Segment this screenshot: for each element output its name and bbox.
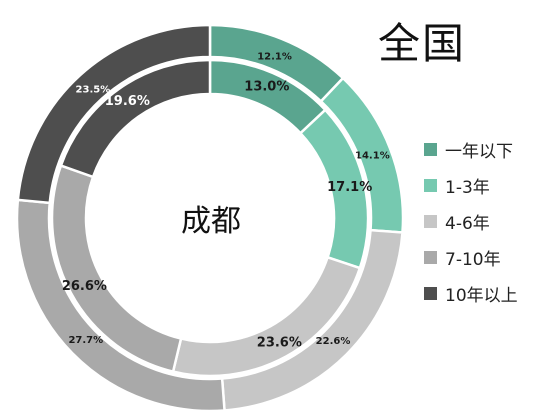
outer-ring-label-4-6-years: 22.6% [316, 336, 351, 347]
legend-item-under-1-year: 一年以下 [424, 131, 518, 167]
legend-label: 10年以上 [445, 285, 518, 306]
center-label: 成都 [181, 204, 241, 239]
legend-label: 一年以下 [445, 141, 513, 162]
legend-swatch [424, 286, 437, 300]
inner-ring-label-1-3-years: 17.1% [327, 180, 372, 195]
legend-label: 1-3年 [445, 177, 490, 198]
chart-title: 全国 [378, 19, 467, 68]
outer-ring-label-1-3-years: 14.1% [355, 150, 390, 161]
legend-item-4-6-years: 4-6年 [424, 203, 518, 239]
legend-swatch [424, 214, 437, 228]
inner-ring-slice-over-10-years [59, 58, 212, 179]
legend-swatch [424, 178, 437, 192]
legend: 一年以下 1-3年 4-6年 7-10年 10年以上 [424, 131, 518, 311]
legend-item-1-3-years: 1-3年 [424, 167, 518, 203]
outer-ring-label-7-10-years: 27.7% [68, 335, 103, 346]
inner-ring-label-over-10-years: 19.6% [105, 94, 150, 109]
legend-item-7-10-years: 7-10年 [424, 239, 518, 275]
legend-item-over-10-years: 10年以上 [424, 275, 518, 311]
legend-swatch [424, 142, 437, 156]
outer-ring-label-over-10-years: 23.5% [76, 84, 111, 95]
outer-ring-slice-over-10-years [16, 23, 212, 205]
legend-swatch [424, 250, 437, 264]
outer-ring-label-under-1-year: 12.1% [257, 51, 292, 62]
inner-ring-label-7-10-years: 26.6% [62, 279, 107, 294]
inner-ring-label-4-6-years: 23.6% [257, 336, 302, 351]
legend-label: 7-10年 [445, 249, 501, 270]
legend-label: 4-6年 [445, 213, 490, 234]
inner-ring-label-under-1-year: 13.0% [244, 79, 289, 94]
